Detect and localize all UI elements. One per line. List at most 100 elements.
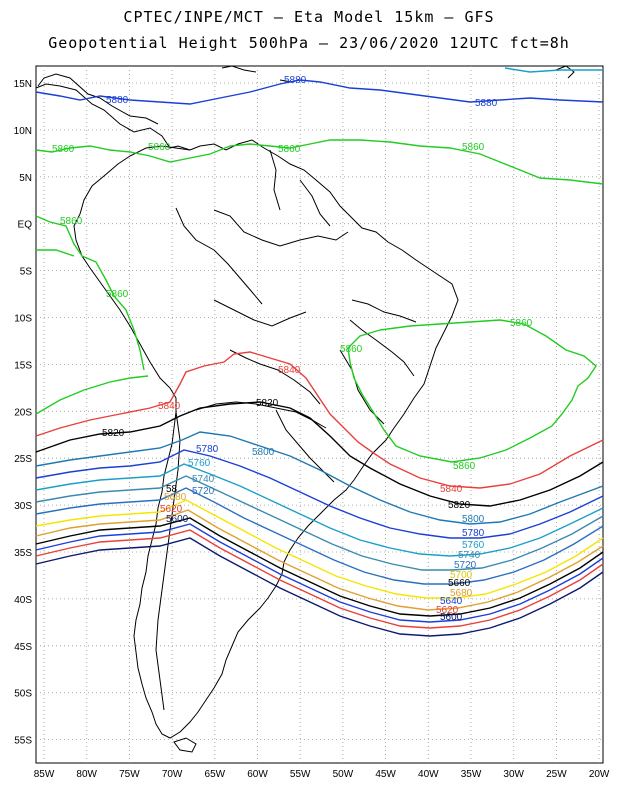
contour-label: 5860 xyxy=(106,289,129,300)
contour-label: 5760 xyxy=(188,458,211,469)
contour-5780 xyxy=(35,449,604,539)
lat-tick-label: 15N xyxy=(14,79,32,90)
contour-label: 5680 xyxy=(450,588,473,599)
lat-tick-label: 40S xyxy=(14,595,32,606)
contour-label: 5800 xyxy=(462,514,485,525)
contour-5700 xyxy=(35,499,604,599)
border-9 xyxy=(351,299,417,323)
lat-tick-label: 5S xyxy=(20,267,33,278)
lon-tick-label: 70W xyxy=(162,769,183,780)
contour-5760 xyxy=(35,463,604,557)
central-america-coast xyxy=(35,83,191,151)
contour-label: 5740 xyxy=(192,474,215,485)
contour-5720 xyxy=(35,487,604,585)
contour-label: 5760 xyxy=(462,540,485,551)
contour-label: 5860 xyxy=(148,142,171,153)
latitude-axis: 15N 10N 5N EQ 5S 10S 15S 20S 25S 30S 35S 40S 45S 50S 5… xyxy=(14,79,33,747)
contour-label: 5780 xyxy=(196,444,219,455)
border-8 xyxy=(349,319,415,377)
lat-tick-label: 50S xyxy=(14,689,32,700)
contour-5600 xyxy=(35,537,604,637)
contour-label: 5860 xyxy=(462,142,485,153)
lon-tick-label: 65W xyxy=(205,769,226,780)
graticule xyxy=(36,66,603,763)
plot-frame xyxy=(35,65,604,764)
lon-tick-label: 45W xyxy=(375,769,396,780)
contour-label: 5700 xyxy=(450,570,473,581)
contour-5860-north xyxy=(35,139,604,185)
contour-label: 5620 xyxy=(436,605,459,616)
border-5 xyxy=(195,401,327,429)
coastlines xyxy=(35,65,575,753)
contour-5860-east xyxy=(347,319,597,463)
contour-label: 5860 xyxy=(510,318,533,329)
lon-tick-label: 80W xyxy=(76,769,97,780)
contour-label: 5720 xyxy=(192,486,215,497)
contour-5820 xyxy=(35,401,604,507)
contour-label: 5780 xyxy=(462,528,485,539)
chart-subtitle: Geopotential Height 500hPa — 23/06/2020 … xyxy=(48,34,570,52)
contour-label: 5840 xyxy=(158,401,181,412)
lat-tick-label: EQ xyxy=(18,220,33,231)
lat-tick-label: 45S xyxy=(14,642,32,653)
caribbean-islands xyxy=(221,65,257,73)
contour-5660 xyxy=(35,517,604,617)
contour-label: 5840 xyxy=(440,484,463,495)
contour-label: 5820 xyxy=(448,500,471,511)
contour-label: 5720 xyxy=(454,560,477,571)
contour-label: 5880 xyxy=(284,75,307,86)
lon-tick-label: 20W xyxy=(589,769,610,780)
contour-label: 5800 xyxy=(252,447,275,458)
contour-label: 5860 xyxy=(60,216,83,227)
contour-label: 5740 xyxy=(458,550,481,561)
contour-label: 5680 xyxy=(164,492,187,503)
contour-label: 58 xyxy=(166,484,178,495)
lon-tick-label: 85W xyxy=(34,769,55,780)
lat-tick-label: 10N xyxy=(14,126,32,137)
contour-5840 xyxy=(35,351,604,489)
contour-label: 5860 xyxy=(453,461,476,472)
contour-label: 5860 xyxy=(52,144,75,155)
lat-tick-label: 25S xyxy=(14,454,32,465)
lat-tick-label: 30S xyxy=(14,501,32,512)
border-3 xyxy=(213,299,307,327)
height-contours xyxy=(35,67,604,637)
border-4 xyxy=(229,349,321,405)
border-1 xyxy=(213,209,349,247)
lat-tick-label: 5N xyxy=(19,173,32,184)
contour-label: 5860 xyxy=(278,144,301,155)
contour-label: 5600 xyxy=(166,514,189,525)
contour-label: 5640 xyxy=(440,596,463,607)
lat-tick-label: 10S xyxy=(14,314,32,325)
lon-tick-label: 50W xyxy=(333,769,354,780)
border-2 xyxy=(175,207,263,305)
lon-tick-label: 60W xyxy=(247,769,268,780)
contour-5800 xyxy=(35,431,604,525)
contour-label: 5620 xyxy=(160,504,183,515)
lat-tick-label: 20S xyxy=(14,407,32,418)
lon-tick-label: 25W xyxy=(546,769,567,780)
contour-5880 xyxy=(35,79,604,105)
longitude-axis: 85W 80W 75W 70W 65W 60W 55W 50W 45W 40W 35W 30W 25W 2… xyxy=(34,769,610,780)
contour-5880-ne xyxy=(504,67,603,73)
chart-title: CPTEC/INPE/MCT — Eta Model 15km — GFS xyxy=(123,8,495,26)
contour-5620 xyxy=(35,529,604,629)
lon-tick-label: 55W xyxy=(290,769,311,780)
contour-label: 5600 xyxy=(440,612,463,623)
contour-label: 5820 xyxy=(102,428,125,439)
tierra-del-fuego xyxy=(173,737,197,753)
contour-label: 5820 xyxy=(256,398,279,409)
contour-label: 5880 xyxy=(106,95,129,106)
contour-5740 xyxy=(35,475,604,571)
contour-label: 5860 xyxy=(340,344,363,355)
lon-tick-label: 35W xyxy=(461,769,482,780)
lat-tick-label: 15S xyxy=(14,360,32,371)
lon-tick-label: 30W xyxy=(503,769,524,780)
lat-tick-label: 55S xyxy=(14,736,32,747)
caribbean-island-east xyxy=(555,65,575,79)
border-6 xyxy=(155,411,181,711)
border-11 xyxy=(299,179,331,227)
contour-5640 xyxy=(35,523,604,623)
contour-5680 xyxy=(35,509,604,611)
